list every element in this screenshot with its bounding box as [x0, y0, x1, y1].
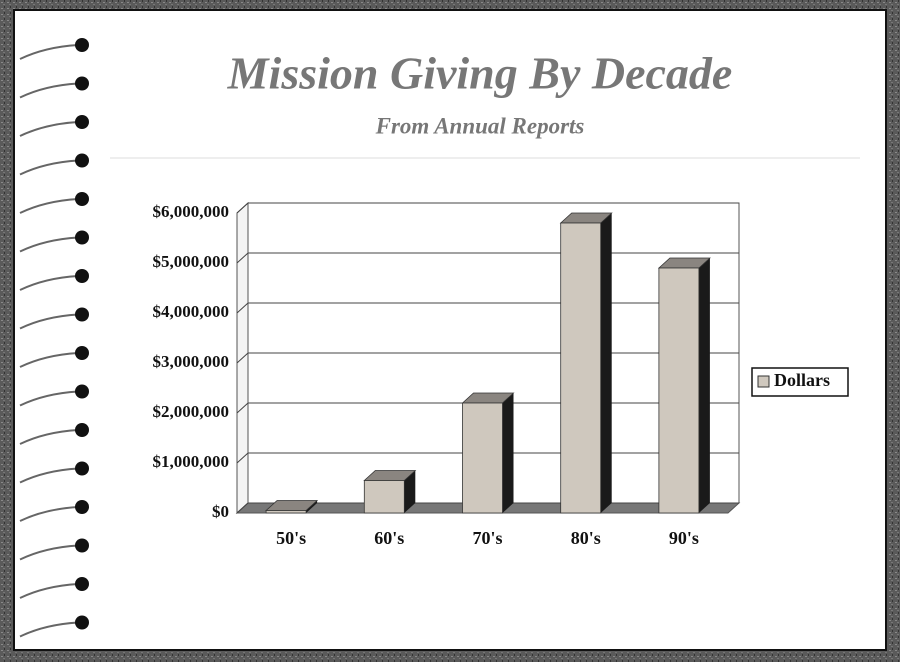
y-tick-label: $6,000,000	[153, 202, 230, 221]
y-tick-label: $2,000,000	[153, 402, 230, 421]
grid-line	[236, 202, 739, 214]
spiral-hole	[75, 346, 89, 360]
y-tick-label: $0	[212, 502, 229, 521]
spiral-wire	[19, 44, 79, 60]
spiral-hole	[75, 269, 89, 283]
spiral-hole	[75, 38, 89, 52]
x-tick-label: 90's	[669, 528, 699, 548]
bar-side	[306, 500, 318, 513]
chart-subtitle: From Annual Reports	[375, 113, 585, 138]
spiral-wire	[19, 352, 79, 368]
y-tick-label: $1,000,000	[153, 452, 230, 471]
spiral-hole	[75, 615, 89, 630]
spiral-binding	[19, 38, 89, 638]
spiral-hole	[75, 192, 89, 206]
legend-label: Dollars	[774, 370, 830, 390]
spiral-wire	[19, 467, 79, 484]
bar-side	[698, 258, 710, 513]
spiral-hole	[75, 115, 89, 129]
bar	[462, 402, 503, 514]
spiral-hole	[75, 307, 89, 322]
bar	[560, 222, 602, 514]
spiral-wire	[19, 236, 79, 253]
bar-side	[404, 470, 416, 513]
bar-side	[502, 393, 514, 513]
spiral-wire	[19, 275, 79, 291]
spiral-wire	[19, 429, 79, 445]
spiral-hole	[75, 500, 89, 514]
spiral-hole	[75, 230, 89, 245]
spiral-hole	[75, 423, 89, 437]
bar	[658, 267, 700, 514]
bar-side	[600, 213, 612, 513]
spiral-wire	[19, 313, 79, 330]
y-tick-label: $4,000,000	[153, 302, 230, 321]
spiral-wire	[19, 82, 79, 99]
spiral-hole	[75, 76, 89, 91]
spiral-wire	[19, 583, 79, 599]
x-tick-label: 50's	[276, 528, 306, 548]
spiral-wire	[19, 390, 79, 407]
bar	[363, 480, 405, 514]
y-tick-label: $5,000,000	[153, 252, 230, 271]
spiral-wire	[19, 159, 79, 176]
x-tick-label: 70's	[472, 528, 502, 548]
spiral-wire	[19, 198, 79, 214]
spiral-wire	[19, 544, 79, 561]
spiral-hole	[75, 538, 89, 553]
spiral-hole	[75, 577, 89, 591]
legend-swatch	[757, 375, 770, 388]
spiral-hole	[75, 461, 89, 476]
spiral-wire	[19, 621, 79, 638]
x-tick-label: 80's	[571, 528, 601, 548]
spiral-hole	[75, 384, 89, 399]
chart-title: Mission Giving By Decade	[227, 48, 733, 99]
x-tick-label: 60's	[374, 528, 404, 548]
y-tick-label: $3,000,000	[153, 352, 230, 371]
spiral-wire	[19, 121, 79, 137]
spiral-wire	[19, 506, 79, 522]
bar	[265, 510, 307, 514]
spiral-hole	[75, 153, 89, 168]
